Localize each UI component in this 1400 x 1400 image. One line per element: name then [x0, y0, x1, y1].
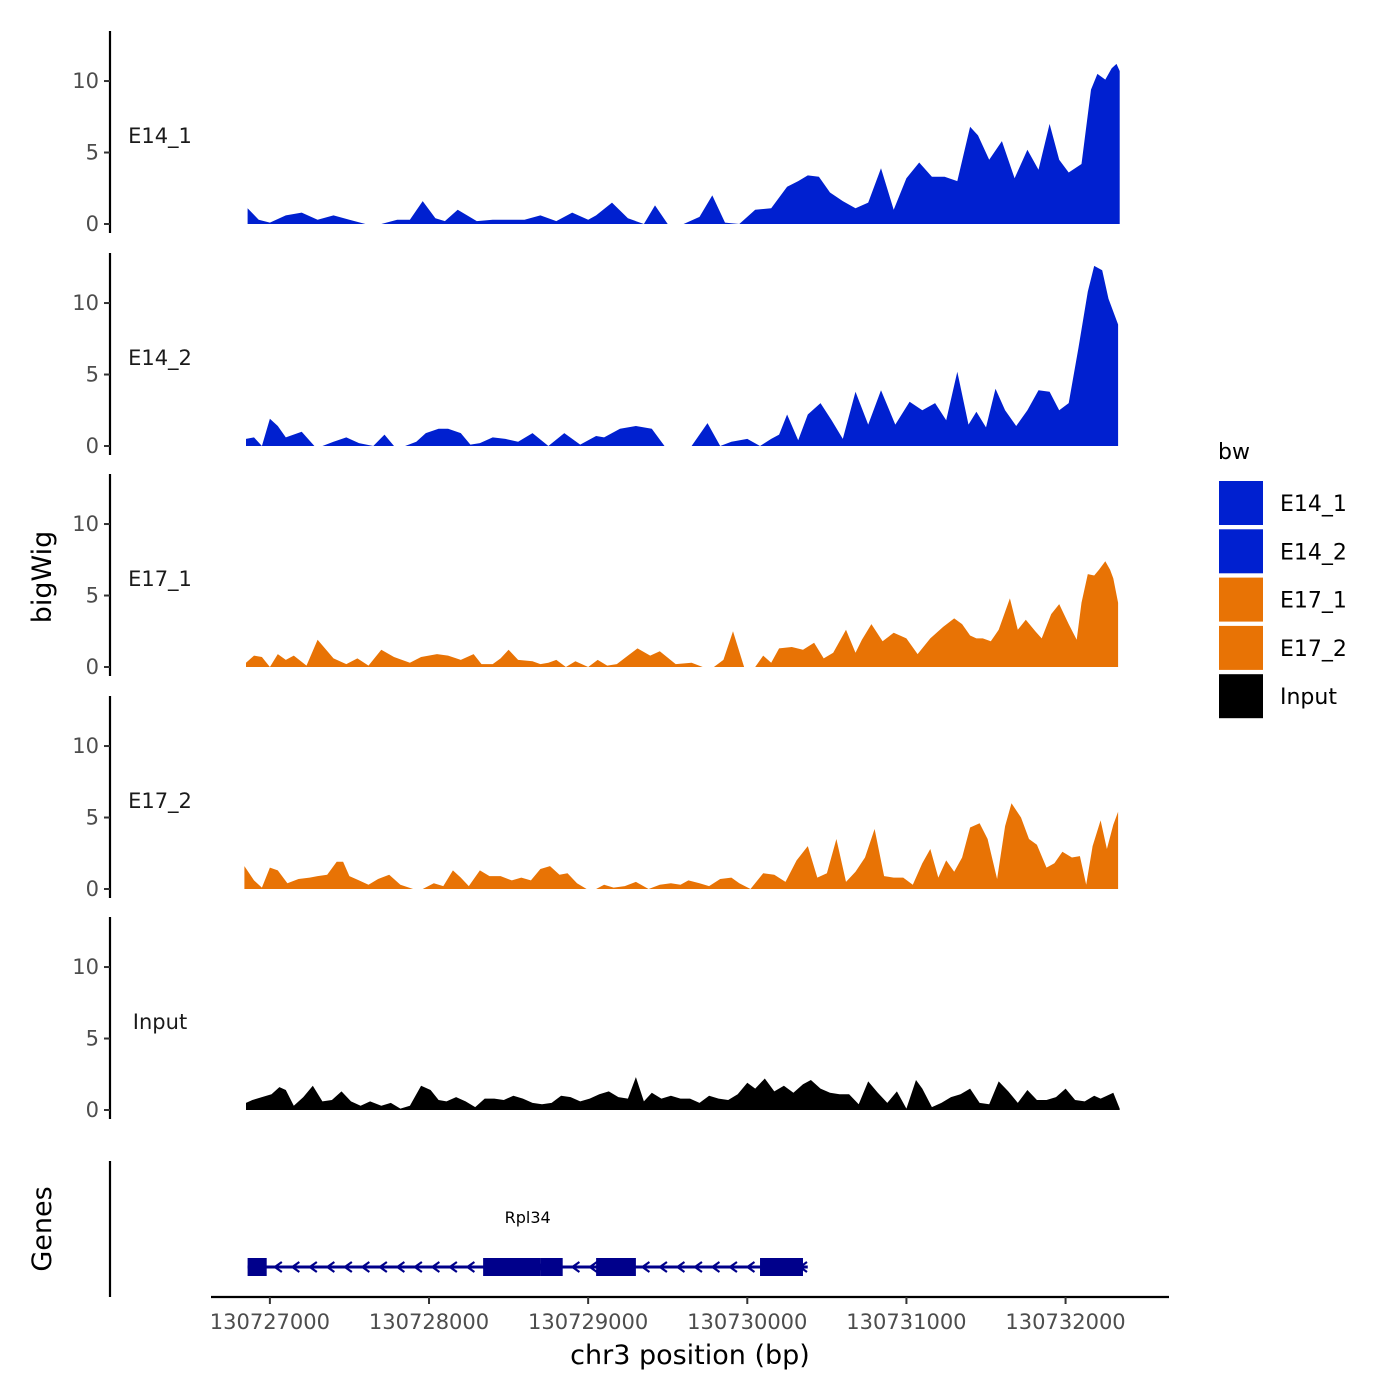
legend-key-E17_2 [1219, 625, 1263, 670]
y-tick-label: 10 [72, 291, 99, 315]
genes-axis-title: Genes [27, 1186, 58, 1271]
signal-area-E14_2 [246, 265, 1119, 446]
strand-arrow [360, 1261, 371, 1273]
track-panel-Input: 0 5 10 Input [72, 917, 1120, 1122]
legend-key-E17_1 [1219, 577, 1263, 622]
y-tick-label: 0 [86, 655, 99, 679]
strand-arrow [290, 1261, 300, 1273]
track-label: E14_1 [128, 124, 192, 149]
strand-arrow [412, 1261, 423, 1273]
signal-area-E14_1 [247, 63, 1120, 225]
legend-title: bw [1218, 440, 1250, 465]
x-tick-label: 130727000 [210, 1310, 330, 1334]
track-panel-E14_2: 0 5 10 E14_2 [72, 253, 1119, 458]
gene-name-label: Rpl34 [505, 1208, 551, 1227]
legend-key-Input [1219, 674, 1263, 719]
strand-arrow [395, 1261, 406, 1273]
y-tick-label: 5 [86, 141, 99, 165]
y-tick-label: 5 [86, 363, 99, 387]
x-tick-label: 130729000 [528, 1310, 648, 1334]
track-panel-E17_2: 0 5 10 E17_2 [72, 696, 1119, 901]
y-tick-label: 5 [86, 1027, 99, 1051]
y-tick-label: 10 [72, 955, 99, 979]
strand-arrow [447, 1261, 458, 1273]
legend-label-E17_1: E17_1 [1280, 589, 1347, 614]
strand-arrow [325, 1261, 335, 1273]
legend-key-E14_2 [1219, 529, 1263, 574]
signal-area-Input [246, 1077, 1120, 1110]
strand-arrow [588, 1261, 598, 1273]
x-tick-label: 130731000 [846, 1310, 966, 1334]
track-label: E17_2 [128, 789, 192, 814]
strand-arrow [693, 1261, 703, 1273]
gene-exon [596, 1258, 636, 1276]
x-tick-label: 130732000 [1005, 1310, 1125, 1334]
strand-arrow [272, 1261, 283, 1273]
strand-arrow [430, 1261, 441, 1273]
y-tick-label: 10 [72, 512, 99, 536]
legend-key-E14_1 [1219, 481, 1263, 525]
strand-arrow [640, 1261, 651, 1273]
strand-arrow [728, 1261, 738, 1273]
legend-label-E14_2: E14_2 [1280, 540, 1347, 565]
x-tick-label: 130730000 [687, 1310, 807, 1334]
strand-arrow [465, 1261, 476, 1273]
strand-arrow [675, 1261, 686, 1273]
y-tick-label: 0 [86, 877, 99, 901]
strand-arrow [710, 1261, 721, 1273]
strand-arrow [307, 1261, 318, 1273]
signal-area-E17_2 [244, 803, 1119, 889]
y-axis-title: bigWig [27, 531, 58, 624]
x-tick-label: 130728000 [369, 1310, 489, 1334]
track-label: E17_1 [128, 567, 192, 592]
strand-arrow [377, 1261, 388, 1273]
legend-label-E17_2: E17_2 [1280, 637, 1347, 662]
gene-exon [760, 1258, 803, 1276]
legend-label-E14_1: E14_1 [1280, 492, 1347, 517]
strand-arrow [658, 1261, 668, 1273]
strand-arrow [570, 1261, 581, 1273]
track-label: E14_2 [128, 346, 192, 371]
strand-arrow [745, 1261, 756, 1273]
gene-model: Rpl34 [247, 1208, 808, 1276]
y-tick-label: 10 [72, 734, 99, 758]
track-label: Input [133, 1010, 187, 1034]
track-panel-E14_1: 0 5 10 E14_1 [72, 31, 1120, 236]
y-tick-label: 0 [86, 434, 99, 458]
legend: bw E14_1 E14_2 E17_1 E17_2 Input [1218, 440, 1347, 719]
strand-arrow [342, 1261, 353, 1273]
x-axis: 130727000 130728000 130729000 130730000 1307… [210, 1295, 1169, 1334]
genes-layer: Rpl34 [108, 1161, 808, 1297]
x-axis-title: chr3 position (bp) [570, 1340, 810, 1371]
tracks-layer: 0 5 10 E14_1 0 5 10 E14_2 0 5 10 E17_1 0 5 10 E17_2 0 5 10… [72, 31, 1120, 1122]
gene-exon [483, 1258, 541, 1276]
y-tick-label: 5 [86, 806, 99, 830]
gene-exon [247, 1258, 267, 1276]
track-panel-E17_1: 0 5 10 E17_1 [72, 474, 1119, 679]
y-tick-label: 5 [86, 584, 99, 608]
y-tick-label: 10 [72, 69, 99, 93]
y-tick-label: 0 [86, 212, 99, 236]
y-tick-label: 0 [86, 1098, 99, 1122]
gene-exon [540, 1258, 563, 1276]
legend-label-Input: Input [1280, 685, 1337, 710]
signal-area-E17_1 [246, 561, 1119, 667]
